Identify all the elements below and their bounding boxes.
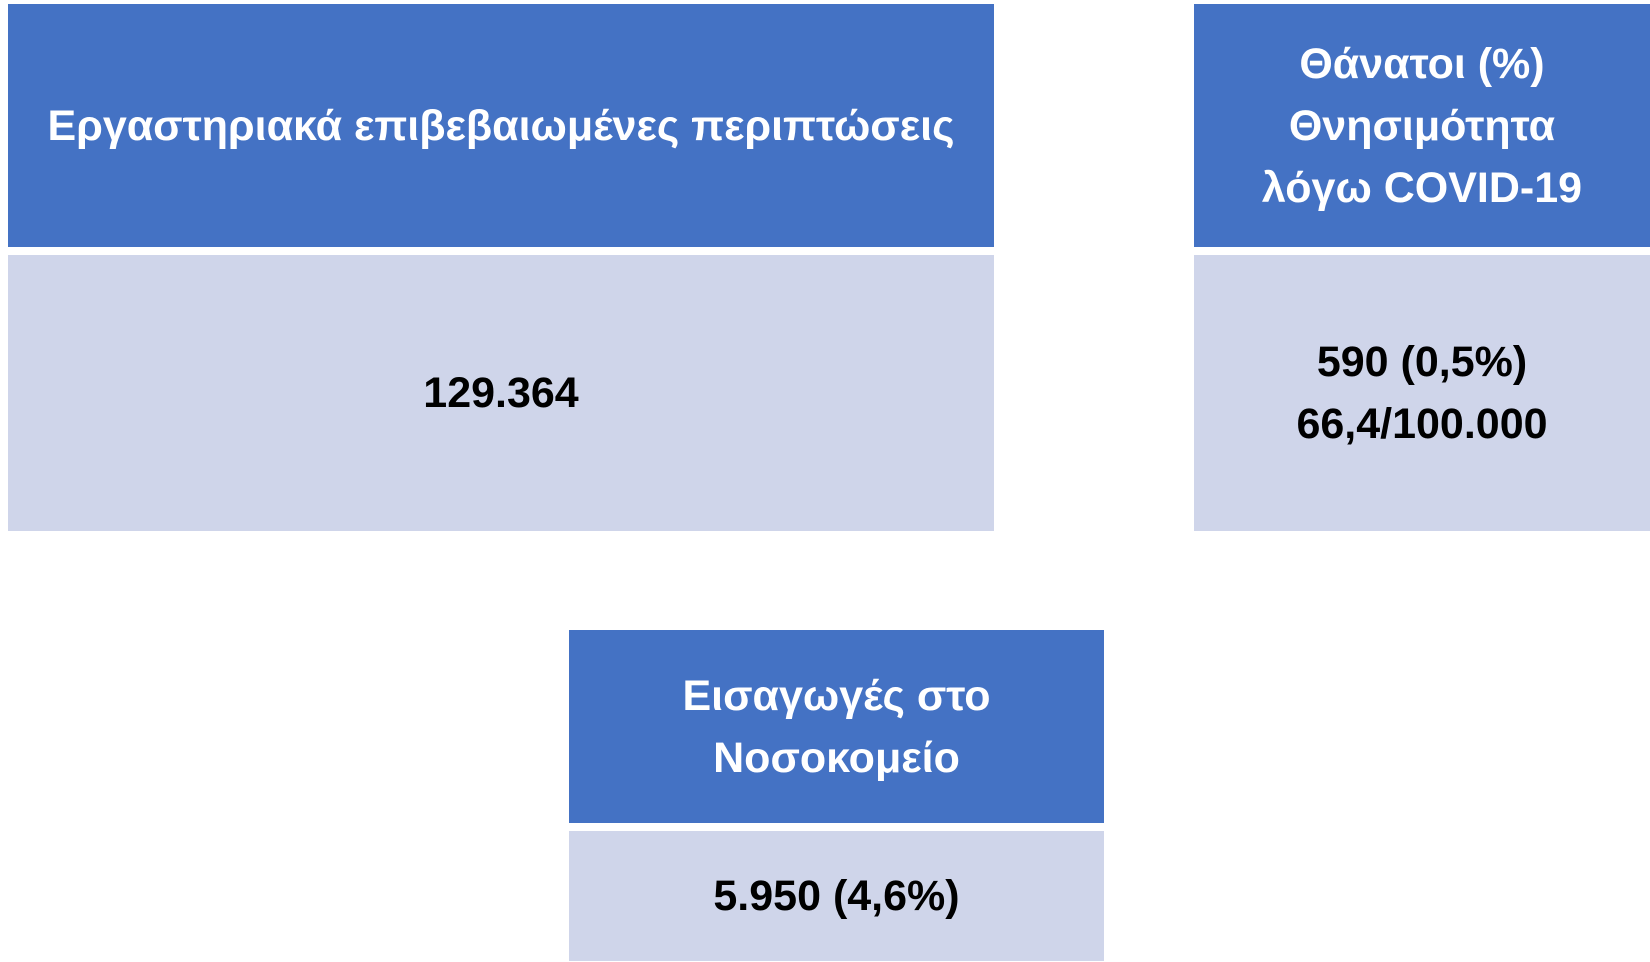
value-line: 66,4/100.000 xyxy=(1296,400,1548,448)
header-line: λόγω COVID-19 xyxy=(1261,163,1583,212)
header-line: Εισαγωγές στο xyxy=(682,671,991,720)
header-line: Νοσοκομείο xyxy=(713,733,960,782)
card-value: 590 (0,5%) 66,4/100.000 xyxy=(1194,255,1650,531)
card-header: Εισαγωγές στο Νοσοκομείο xyxy=(569,630,1104,823)
value-line: 129.364 xyxy=(423,369,579,417)
card-value: 5.950 (4,6%) xyxy=(569,831,1104,961)
card-value: 129.364 xyxy=(8,255,994,531)
header-line: Εργαστηριακά επιβεβαιωμένες περιπτώσεις xyxy=(47,101,955,150)
value-line: 5.950 (4,6%) xyxy=(713,872,960,920)
card-header: Εργαστηριακά επιβεβαιωμένες περιπτώσεις xyxy=(8,4,994,247)
header-line: Θνησιμότητα xyxy=(1288,101,1556,150)
value-line: 590 (0,5%) xyxy=(1316,338,1528,386)
header-line: Θάνατοι (%) xyxy=(1299,39,1545,88)
card-header: Θάνατοι (%) Θνησιμότητα λόγω COVID-19 xyxy=(1194,4,1650,247)
